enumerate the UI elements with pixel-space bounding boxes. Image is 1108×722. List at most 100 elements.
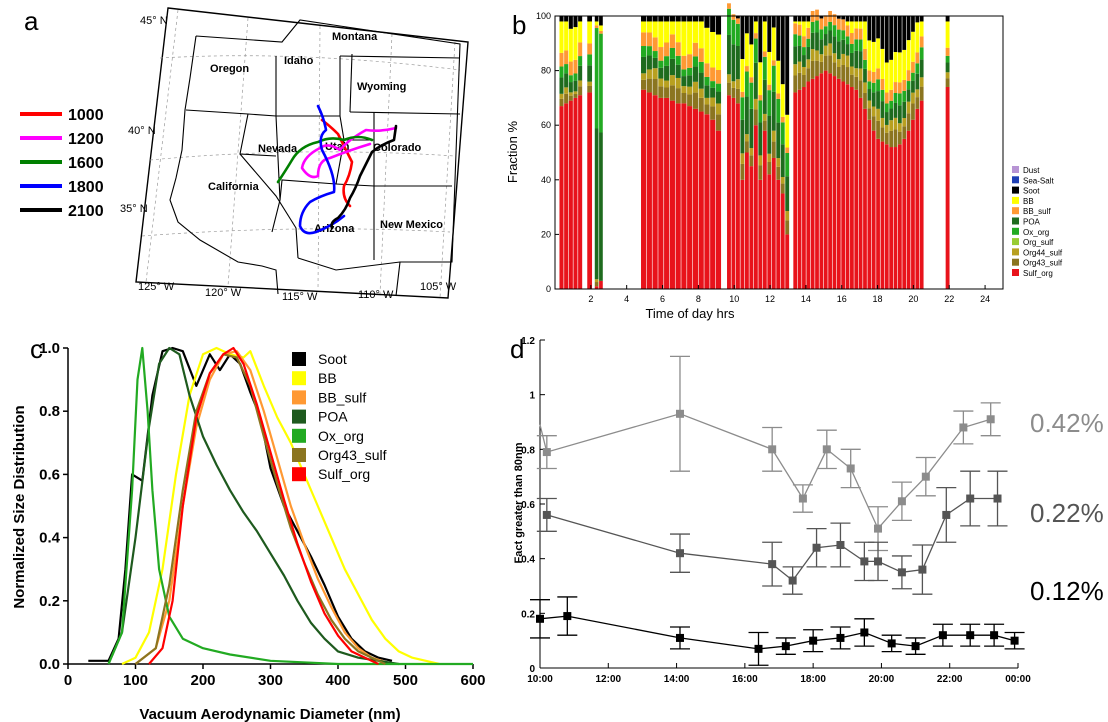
x-tick-label: 20 [908,294,918,304]
bar-segment-org44_sulf [776,158,781,167]
data-point [966,494,975,503]
bar-segment-org44_sulf [806,59,811,69]
bar-segment-poa [687,75,693,87]
bar-segment-ox_org [594,28,599,129]
bar-segment-org44_sulf [828,43,832,56]
data-point [874,557,883,566]
bar-segment-bb [641,21,647,33]
bar-segment-poa [715,91,722,104]
bar-segment-org43_sulf [893,129,898,148]
bar-segment-ox_org [658,60,664,68]
series-label: 0.22% [1030,498,1104,528]
x-tick-label: 00:00 [1005,674,1031,685]
bar-segment-soot [568,16,573,29]
bar-segment-org43_sulf [854,76,859,90]
bar-segment-bb_sulf [845,25,850,37]
bar-segment-org44_sulf [906,101,911,114]
bar-segment-sulf_org [740,179,745,289]
data-point [887,639,896,648]
bar-segment-org43_sulf [776,166,781,180]
bar-segment-bb_sulf [858,28,863,40]
bar-segment-ox_org [646,46,652,56]
bar-segment-bb [889,59,894,90]
bar-segment-soot [762,16,767,22]
bar-segment-soot [841,16,846,20]
bar-segment-ox_org [780,122,785,145]
state-label: Idaho [284,55,314,67]
bar-segment-soot [880,16,885,49]
bar-segment-poa [815,32,819,51]
bar-segment-bb_sulf [749,77,754,83]
bar-segment-poa [658,67,664,79]
bar-segment-bb_sulf [945,47,950,56]
bar-segment-soot [785,16,790,115]
bar-segment-org44_sulf [664,80,670,88]
bar-segment-ox_org [810,21,815,33]
bar-segment-soot [850,16,854,22]
bar-segment-org43_sulf [658,86,664,98]
bar-segment-poa [669,58,675,76]
bar-segment-org43_sulf [587,85,593,93]
bar-segment-soot [819,16,824,19]
bar-segment-sulf_org [646,92,652,289]
bar-segment-org43_sulf [744,141,749,153]
bar-segment-bb_sulf [704,63,710,77]
longitude-label: 120° W [205,287,242,299]
bar-segment-ox_org [652,51,658,58]
data-point [675,549,684,558]
y-tick-label: 1 [529,391,535,402]
y-tick-label: 0 [529,664,535,675]
legend-swatch [292,448,306,462]
bar-segment-soot [771,16,776,28]
legend-label: 1000 [68,107,104,124]
bar-segment-org44_sulf [889,120,894,131]
bar-segment-poa [652,57,658,69]
bar-segment-bb_sulf [564,50,569,65]
bar-segment-bb [897,52,902,83]
y-tick-label: 1.2 [521,336,535,347]
trajectory-1800 [298,104,346,235]
bar-segment-bb [652,21,658,38]
y-tick-label: 20 [541,229,551,239]
legend-label: Ox_org [1023,228,1049,237]
series-label: 0.42% [1030,408,1104,438]
bar-segment-soot [889,16,894,60]
bar-segment-ox_org [919,47,924,60]
bar-segment-org43_sulf [880,127,885,142]
panel-label-d: d [510,334,524,364]
bar-segment-org44_sulf [641,73,647,80]
bar-segment-sulf_org [675,103,681,289]
bar-segment-ox_org [815,20,819,33]
map-graticule [141,9,461,299]
bar-segment-org44_sulf [802,66,806,75]
bar-segment-bb_sulf [897,82,902,94]
bar-segment-bb [758,62,763,96]
bar-segment-org43_sulf [758,165,763,180]
data-point [959,423,968,432]
bar-segment-sulf_org [564,103,569,289]
bar-segment-bb [664,21,670,43]
y-tick-label: 0.6 [39,466,60,483]
bar-segment-sulf_org [828,73,832,289]
legend-swatch [1012,207,1019,215]
legend-swatch [292,428,306,443]
bar-segment-sulf_org [945,86,950,289]
bar-segment-sulf_org [692,108,699,289]
bar-segment-org43_sulf [710,106,716,120]
bar-segment-bb [906,40,911,71]
legend-label: Sulf_org [318,466,370,482]
bar-segment-org43_sulf [568,95,573,101]
x-tick-label: 2 [588,294,593,304]
bar-segment-poa [902,101,907,118]
bar-segment-sulf_org [884,144,889,289]
bar-segment-bb_sulf [578,42,583,57]
bar-segment-poa [740,119,745,154]
bar-segment-bb [871,41,876,72]
x-axis-title: Time of day hrs [645,306,735,321]
bar-segment-soot [753,16,758,22]
x-tick-label: 22:00 [937,674,963,685]
bar-segment-sulf_org [919,100,924,289]
bar-segment-poa [810,32,815,50]
bar-segment-sulf_org [810,78,815,289]
bar-segment-org44_sulf [880,117,885,128]
